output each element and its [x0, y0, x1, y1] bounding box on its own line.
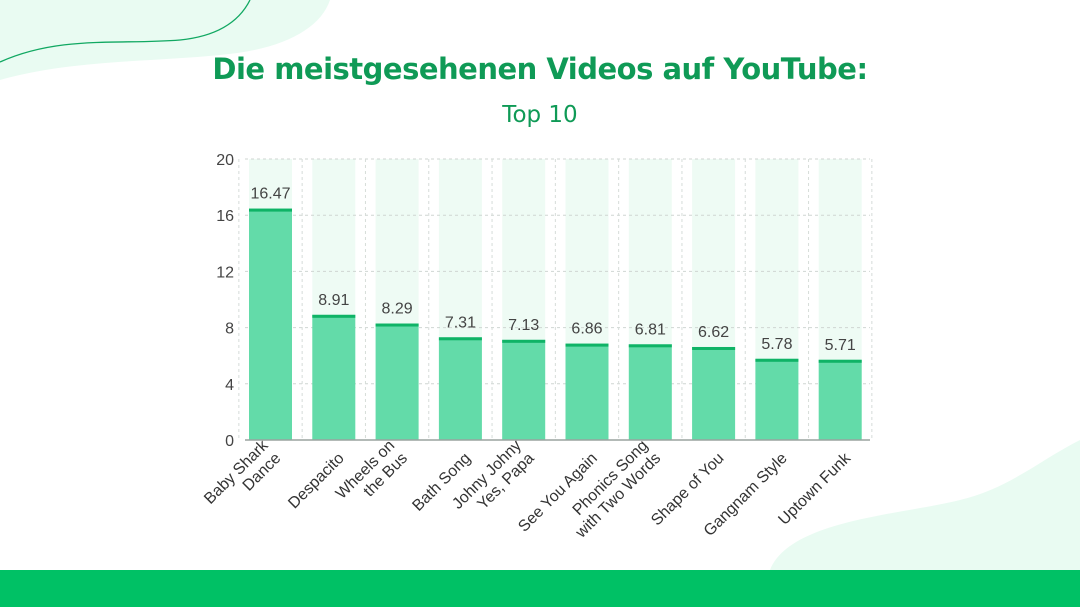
bar [502, 339, 546, 440]
bar-top-edge [375, 323, 419, 327]
data-label: 6.62 [698, 324, 729, 341]
bar [755, 358, 799, 440]
footer-bar [0, 570, 1080, 607]
top-left-blob [0, 0, 330, 80]
y-tick-label: 4 [225, 377, 234, 394]
bar [628, 344, 672, 440]
top-left-curve-line [0, 0, 251, 63]
x-tick-label-line: Despacito [285, 450, 347, 512]
y-tick-label: 12 [216, 264, 234, 281]
bar-top-edge [755, 358, 799, 362]
bar [312, 314, 356, 440]
data-label: 7.13 [508, 317, 539, 334]
bar [692, 346, 736, 440]
bar-top-edge [249, 208, 292, 212]
bar [438, 337, 482, 440]
y-tick-label: 8 [225, 321, 234, 338]
y-tick-label: 20 [216, 152, 234, 169]
data-label: 6.81 [635, 321, 666, 338]
x-tick-label: Phonics Songwith Two Words [559, 437, 664, 542]
bar-top-edge [502, 339, 546, 343]
bar-top-edge [818, 359, 862, 363]
data-label: 5.71 [825, 337, 856, 354]
data-label: 5.78 [761, 336, 792, 353]
bar-top-edge [312, 314, 356, 318]
bar [375, 323, 419, 440]
bar [818, 359, 862, 440]
data-label: 8.29 [382, 301, 413, 318]
chart-subtitle: Top 10 [502, 102, 578, 128]
x-tick-label: Despacito [285, 450, 347, 512]
data-label: 6.86 [571, 321, 602, 338]
bar-top-edge [565, 343, 609, 347]
data-label: 8.91 [318, 292, 349, 309]
x-tick-label: Wheels onthe Bus [333, 437, 411, 515]
x-tick-label: Baby SharkDance [201, 436, 285, 520]
data-label: 7.31 [445, 314, 476, 331]
bar-top-edge [438, 337, 482, 341]
data-label: 16.47 [250, 186, 290, 203]
chart-title: Die meistgesehenen Videos auf YouTube: [212, 52, 868, 86]
bar-top-edge [628, 344, 672, 348]
bar-top-edge [692, 346, 736, 350]
bottom-right-blob [770, 440, 1080, 570]
y-tick-label: 0 [225, 433, 234, 450]
y-tick-label: 16 [216, 208, 234, 225]
bar [249, 208, 292, 440]
bar [565, 343, 609, 440]
